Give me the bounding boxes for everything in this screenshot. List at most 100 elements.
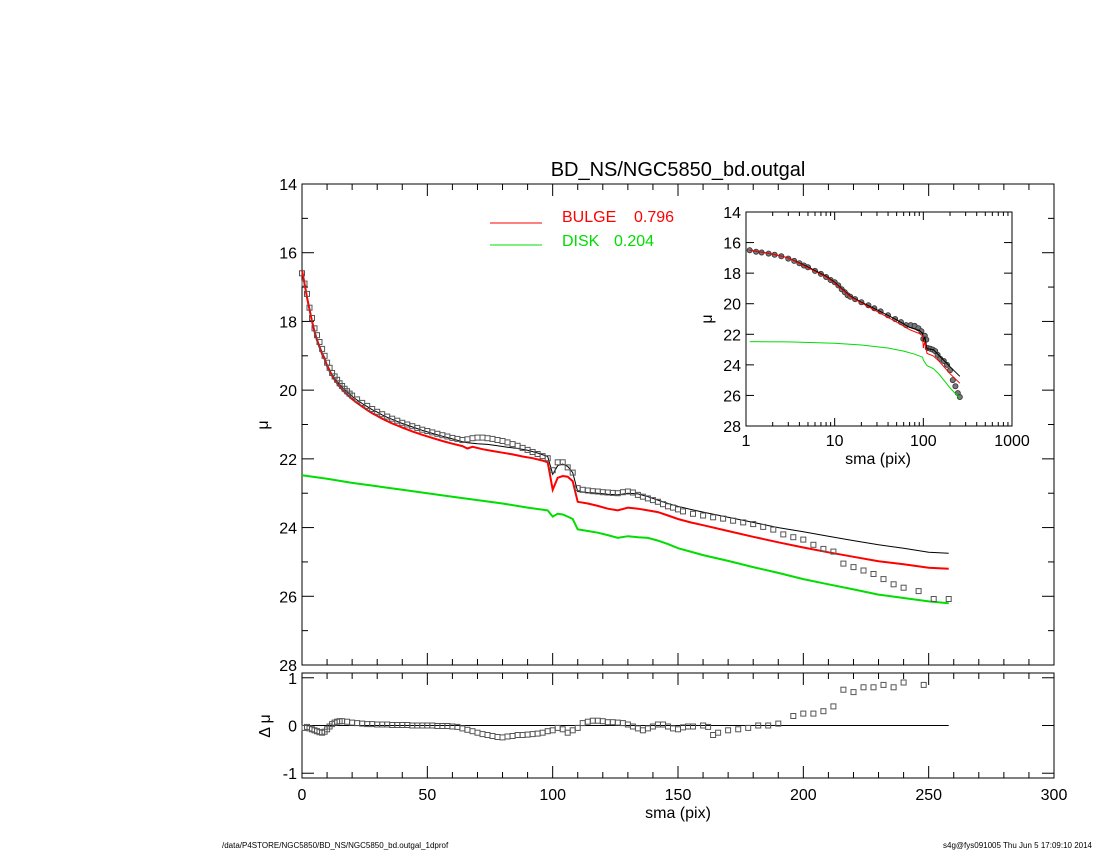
residual-point	[449, 723, 456, 730]
main-data-point	[464, 436, 471, 443]
residual-point	[564, 729, 571, 736]
residual-point	[589, 717, 596, 724]
main-data-point	[484, 435, 491, 442]
main-y-tick-label: 18	[279, 314, 297, 331]
inset-y-tick-label: 26	[723, 388, 741, 405]
residual-y-tick-label: 0	[288, 719, 297, 736]
inset-y-tick-label: 20	[723, 297, 741, 314]
residual-point	[529, 731, 536, 738]
residual-point	[775, 720, 782, 727]
legend-bulge-value: 0.796	[634, 209, 674, 226]
main-data-point	[850, 564, 857, 571]
main-data-point	[316, 339, 323, 345]
residual-point	[725, 727, 732, 734]
residual-point	[599, 718, 606, 725]
main-data-point	[700, 512, 707, 519]
inset-y-tick-label: 18	[723, 266, 741, 283]
main-data-point	[915, 588, 922, 595]
residual-point	[619, 720, 626, 727]
residual-point	[509, 733, 516, 739]
legend-disk-label: DISK	[562, 233, 600, 250]
main-data-point	[870, 571, 877, 577]
residual-point	[349, 719, 356, 726]
inset-y-tick-label: 24	[723, 358, 741, 375]
main-data-point	[314, 332, 320, 339]
inset-data-point	[952, 383, 959, 390]
inset-y-tick-label: 22	[723, 327, 741, 344]
residual-point	[654, 721, 661, 728]
residual-point	[464, 726, 471, 733]
residual-point	[594, 717, 601, 724]
residual-point	[639, 727, 646, 734]
residual-point	[685, 723, 691, 730]
residual-point	[745, 724, 752, 731]
inset-total-line	[749, 249, 961, 377]
main-data-point	[499, 438, 506, 444]
inset-x-axis-label: sma (pix)	[845, 451, 911, 468]
inset-x-tick-label: 1000	[994, 433, 1030, 450]
residual-point	[499, 734, 506, 741]
residual-point	[755, 722, 762, 729]
residual-point	[549, 727, 556, 734]
main-data-point	[720, 515, 727, 522]
main-data-point	[564, 464, 571, 471]
main-data-point	[309, 315, 315, 321]
residual-point	[374, 721, 381, 728]
x-axis-label: sma (pix)	[645, 805, 711, 822]
main-data-point	[559, 459, 566, 466]
residual-point	[634, 725, 641, 732]
residual-point	[584, 718, 591, 725]
residual-point	[569, 727, 576, 734]
residual-point	[830, 703, 837, 710]
main-data-point	[710, 514, 717, 521]
residual-point	[354, 720, 361, 727]
main-data-point	[514, 442, 521, 449]
inset-data-point	[918, 328, 925, 335]
residual-point	[870, 684, 877, 691]
inset-ticks: 14 16 18 20 22 24 26 281 10 100 1000	[723, 205, 1030, 450]
residual-point	[790, 713, 797, 719]
residual-point	[379, 721, 386, 728]
main-y-tick-label: 22	[279, 452, 297, 469]
residual-y-tick-label: -1	[283, 766, 297, 783]
x-tick-label: 0	[298, 787, 307, 804]
residual-point	[384, 721, 391, 728]
main-data-point	[675, 506, 681, 513]
residual-point	[609, 719, 616, 726]
main-data-point	[306, 304, 313, 311]
inset-bulge-line	[749, 249, 961, 384]
residual-point	[519, 732, 526, 738]
main-data-point	[880, 576, 887, 583]
main-ticks: 14 16 18 20 22 24 26 28	[279, 177, 1055, 675]
residual-point	[665, 723, 671, 730]
residual-point	[850, 689, 857, 696]
main-data-point	[900, 584, 907, 591]
main-data-point	[509, 441, 516, 448]
residual-point	[810, 710, 817, 717]
main-data-point	[544, 455, 551, 462]
inset-panel: 14 16 18 20 22 24 26 281 10 100 1000 μ sma (pix)	[699, 205, 1030, 468]
inset-x-tick-label: 10	[826, 433, 844, 450]
x-tick-label: 50	[418, 787, 436, 804]
residual-point	[579, 720, 586, 727]
main-y-tick-label: 16	[279, 246, 297, 263]
main-y-tick-label: 14	[279, 177, 297, 194]
x-tick-label: 250	[915, 787, 942, 804]
main-data-point	[349, 392, 356, 399]
residual-point	[474, 729, 481, 736]
residual-point	[660, 721, 666, 728]
inset-data-point	[949, 377, 956, 384]
footer-stamp: s4g@fys091005 Thu Jun 5 17:09:10 2014	[943, 841, 1093, 850]
main-data-point	[319, 345, 326, 352]
main-data-point	[780, 531, 787, 538]
main-data-point	[820, 545, 827, 552]
main-data-point	[740, 519, 747, 526]
inset-disk-line	[749, 341, 961, 399]
main-data-point	[504, 439, 511, 446]
main-data-point	[549, 467, 556, 474]
main-data-point	[299, 270, 305, 277]
residual-point	[710, 732, 717, 738]
